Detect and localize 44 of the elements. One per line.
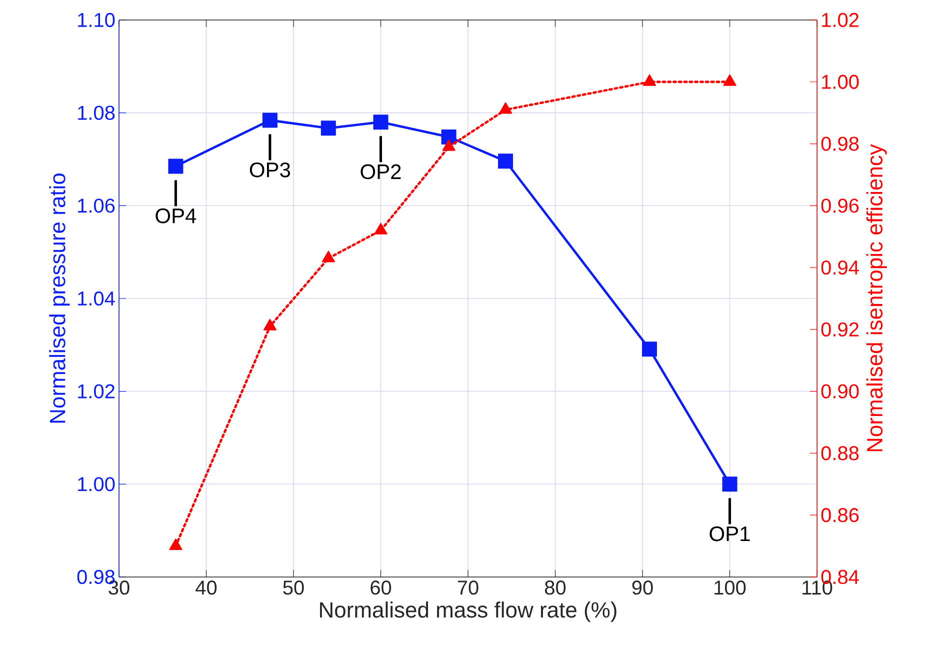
point	[322, 250, 335, 262]
point	[642, 342, 657, 357]
annotation: OP2	[360, 164, 401, 180]
x-tick-label: 50	[283, 580, 304, 595]
point	[320, 120, 336, 136]
point	[373, 114, 388, 130]
y2-tick-label: 0.90	[821, 384, 859, 398]
y2-tick-label: 0.94	[821, 260, 859, 275]
annotation: OP4	[156, 208, 196, 224]
point	[498, 154, 514, 169]
y2-tick-label: 0.88	[821, 446, 859, 460]
point	[722, 476, 738, 492]
y-tick-label: 1.08	[78, 106, 115, 120]
y-tick-label: 1.06	[78, 198, 115, 213]
y-axis-title: Normalised pressure ratio	[49, 174, 70, 423]
point	[374, 222, 388, 234]
x-tick-label: 40	[196, 580, 217, 595]
point	[498, 102, 512, 114]
y2-tick-label: 0.96	[821, 198, 859, 213]
y-tick-label: 1.04	[78, 291, 115, 306]
y2-axis-title: Normalised isentropic efficiency	[866, 144, 887, 452]
point	[262, 112, 278, 128]
x-axis-title: Normalised mass flow rate (%)	[320, 602, 616, 622]
x-tick-label: 60	[370, 580, 392, 595]
annotation: OP3	[250, 162, 290, 178]
x-tick-label: 70	[458, 580, 478, 595]
point	[169, 538, 182, 550]
y-tick-label: 1.00	[78, 477, 115, 492]
y2-tick-label: 1.00	[822, 74, 859, 89]
point	[263, 318, 277, 330]
annotation: OP1	[710, 526, 750, 542]
point	[642, 74, 656, 86]
point	[168, 158, 184, 174]
x-tick-label: 100	[714, 580, 746, 595]
y-tick-label: 1.02	[78, 384, 114, 398]
x-tick-label: 80	[544, 580, 566, 595]
y2-tick-label: 0.98	[821, 136, 859, 151]
x-tick-label: 90	[632, 580, 653, 595]
y2-tick-label: 1.02	[822, 12, 858, 28]
y2-tick-label: 0.86	[821, 508, 859, 522]
y-tick-label: 1.10	[78, 12, 115, 28]
point	[442, 139, 456, 151]
y2-tick-label: 0.92	[821, 322, 858, 337]
point	[723, 74, 736, 86]
